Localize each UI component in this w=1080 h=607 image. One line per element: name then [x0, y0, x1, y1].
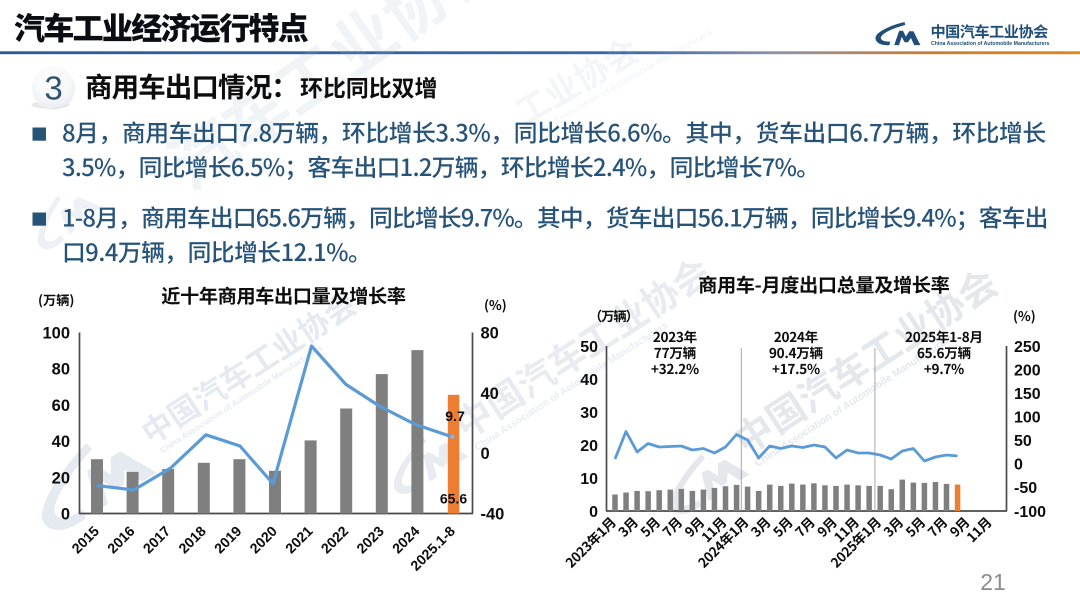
- svg-text:40: 40: [481, 385, 499, 403]
- svg-text:50: 50: [580, 339, 598, 356]
- svg-text:150: 150: [1014, 386, 1041, 403]
- svg-text:30: 30: [580, 405, 598, 422]
- svg-text:50: 50: [1014, 433, 1032, 450]
- svg-text:-50: -50: [1014, 480, 1037, 497]
- svg-text:20: 20: [52, 469, 70, 487]
- svg-text:21: 21: [980, 569, 1006, 595]
- svg-text:65.6: 65.6: [440, 491, 467, 507]
- svg-text:0: 0: [481, 445, 490, 463]
- svg-text:100: 100: [1014, 410, 1041, 427]
- svg-text:80: 80: [52, 361, 70, 379]
- svg-text:200: 200: [1014, 362, 1041, 379]
- svg-text:-100: -100: [1014, 504, 1046, 521]
- svg-text:China Association of Automobil: China Association of Automobile Manufact…: [931, 41, 1049, 47]
- svg-text:10: 10: [580, 471, 598, 488]
- svg-text:9.7: 9.7: [445, 408, 465, 424]
- svg-text:0: 0: [61, 506, 70, 524]
- svg-text:-40: -40: [481, 506, 505, 524]
- svg-text:60: 60: [52, 397, 70, 415]
- svg-text:80: 80: [481, 325, 499, 343]
- svg-text:20: 20: [580, 438, 598, 455]
- svg-text:40: 40: [580, 372, 598, 389]
- svg-text:0: 0: [589, 504, 598, 521]
- svg-text:100: 100: [42, 325, 70, 343]
- svg-text:0: 0: [1014, 457, 1023, 474]
- svg-text:40: 40: [52, 433, 70, 451]
- svg-text:3: 3: [44, 70, 62, 107]
- svg-text:250: 250: [1014, 339, 1041, 356]
